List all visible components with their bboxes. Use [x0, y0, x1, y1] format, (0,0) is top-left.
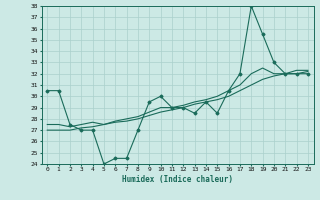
X-axis label: Humidex (Indice chaleur): Humidex (Indice chaleur): [122, 175, 233, 184]
